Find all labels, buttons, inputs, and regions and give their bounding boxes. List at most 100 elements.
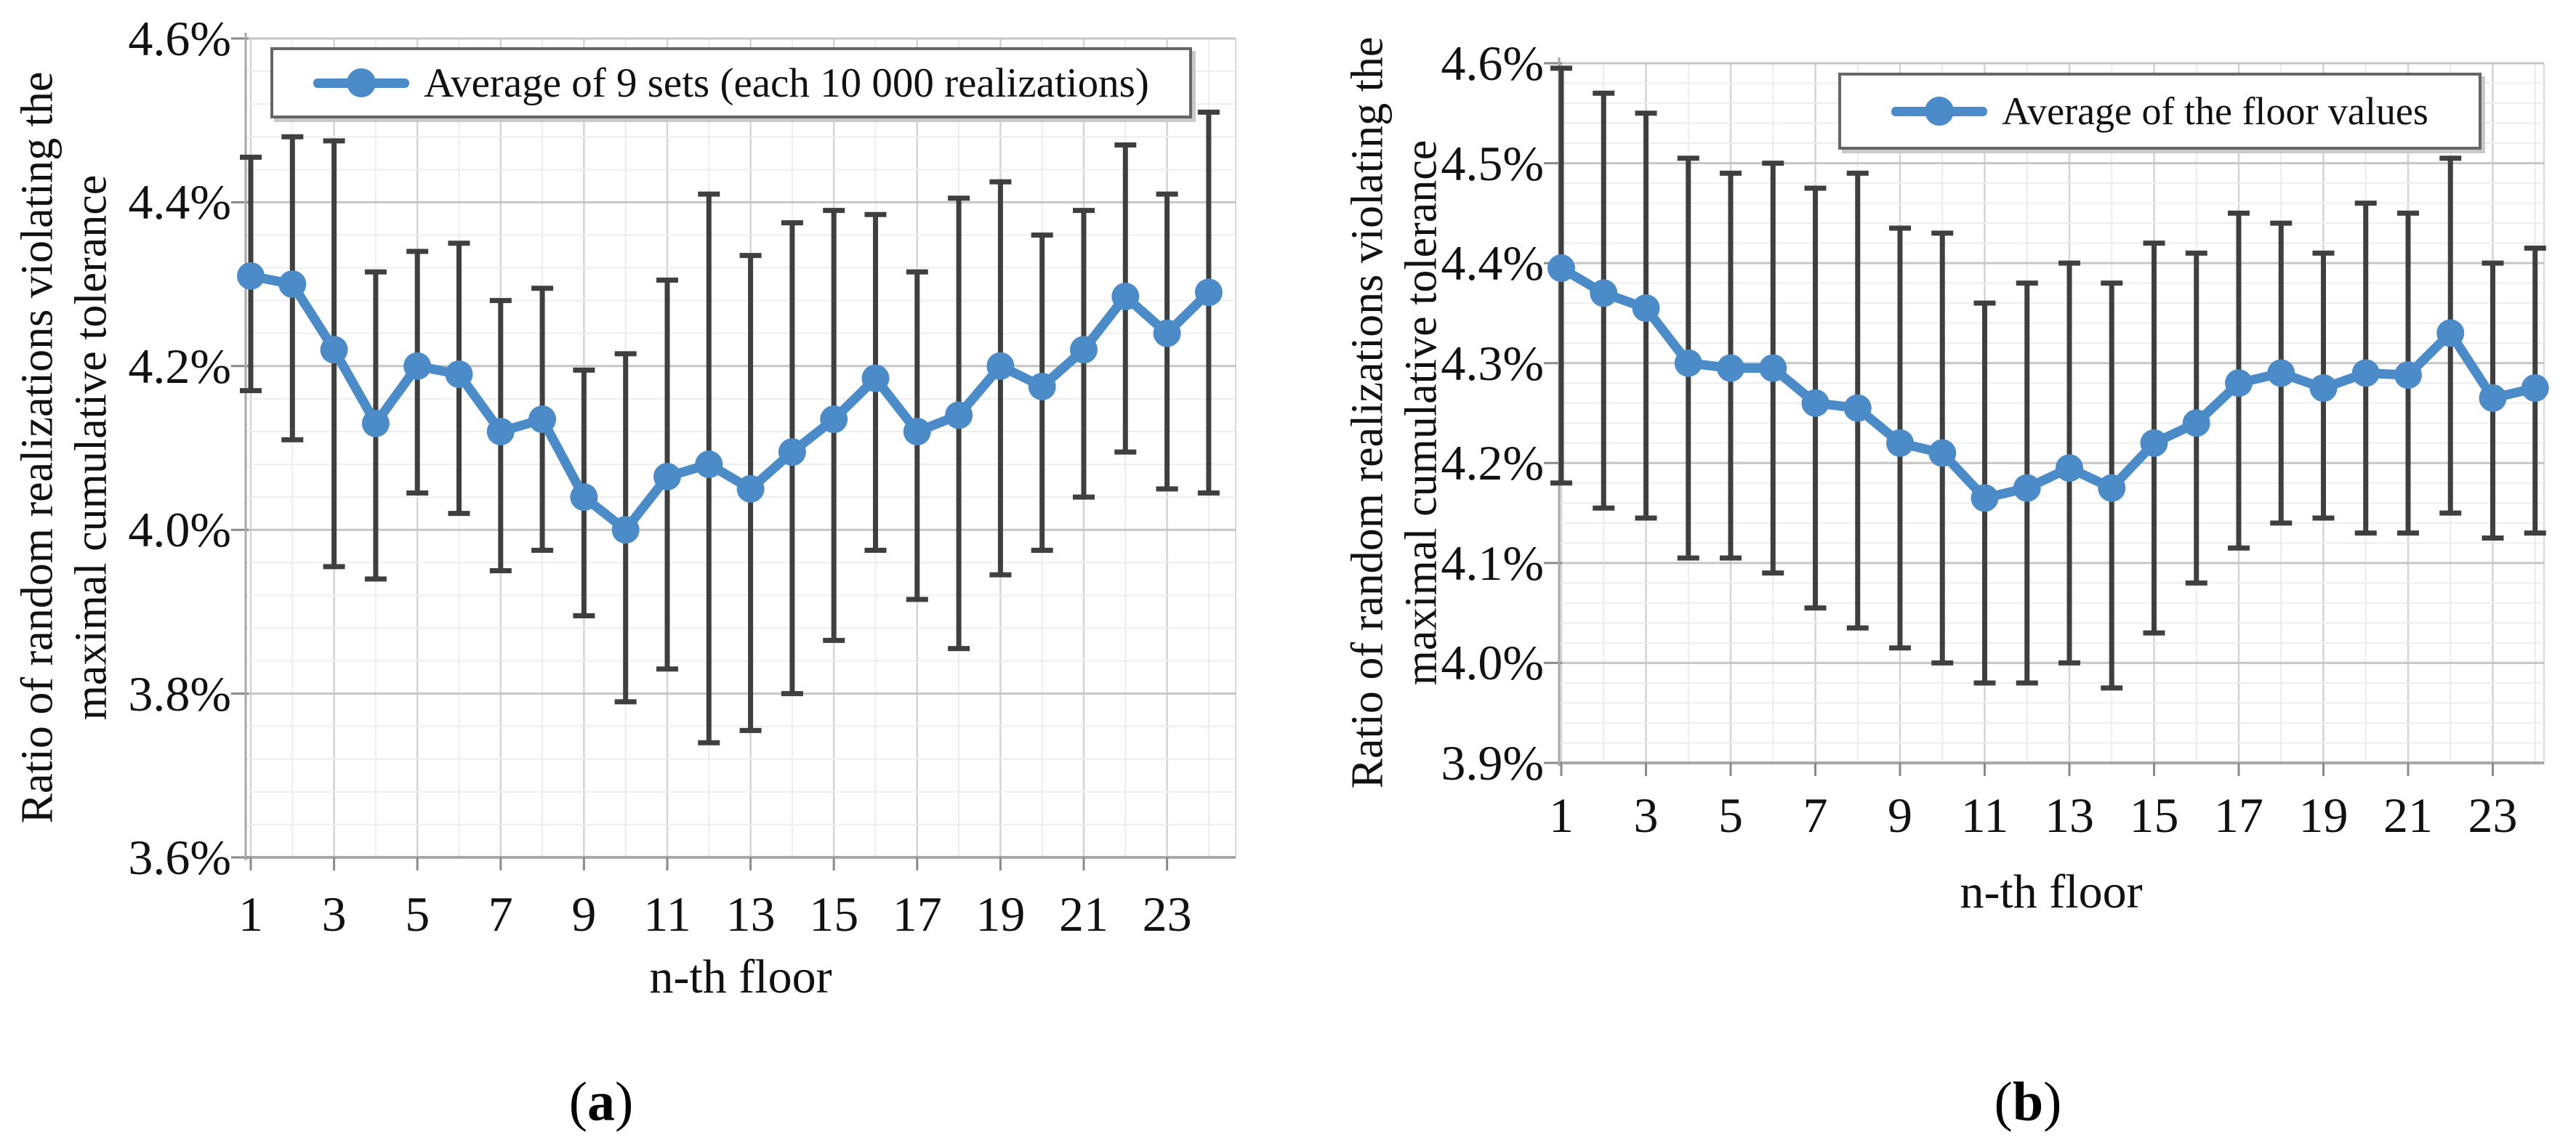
y-tick-label: 3.8% (128, 666, 231, 721)
data-point (2182, 409, 2210, 437)
data-point (695, 450, 723, 479)
data-point (486, 417, 515, 445)
data-point (653, 462, 681, 490)
y-tick-label: 4.5% (1441, 135, 1544, 191)
y-tick-label: 3.6% (128, 830, 231, 885)
data-point (2098, 474, 2126, 502)
y-tick-label: 4.1% (1441, 535, 1544, 591)
x-tick-label: 11 (1960, 788, 2009, 843)
y-tick-label: 4.2% (1441, 435, 1544, 491)
data-point (237, 262, 265, 290)
y-tick-label: 4.6% (128, 11, 231, 66)
y-tick-label: 4.4% (128, 174, 231, 230)
data-point (736, 474, 765, 503)
data-point (1590, 279, 1618, 307)
y-tick-label: 4.2% (128, 338, 231, 394)
x-tick-label: 15 (2129, 788, 2179, 843)
x-tick-label: 21 (1059, 886, 1108, 942)
x-tick-label: 17 (2214, 788, 2263, 843)
x-tick-label: 5 (1718, 788, 1743, 843)
data-point (2351, 359, 2380, 387)
data-point (2056, 454, 2083, 482)
y-tick-label: 4.3% (1441, 335, 1544, 391)
data-point (2140, 429, 2168, 457)
x-axis-title-a: n-th floor (649, 950, 832, 1003)
x-tick-label: 3 (1633, 788, 1659, 843)
x-tick-label: 15 (809, 886, 859, 942)
data-point (611, 516, 640, 544)
legend-marker-dot-icon (347, 68, 377, 97)
data-point (903, 417, 931, 445)
x-tick-label: 19 (2298, 788, 2348, 843)
legend-label-b: Average of the floor values (2002, 89, 2428, 133)
x-tick-label: 9 (571, 886, 597, 942)
y-tick-label: 4.4% (1441, 235, 1544, 291)
y-tick-label: 3.9% (1441, 735, 1544, 791)
x-tick-label: 7 (488, 886, 513, 942)
data-point (820, 405, 848, 434)
data-point (361, 409, 390, 437)
data-point (2267, 359, 2295, 387)
legend-marker-dot-icon (1925, 97, 1955, 126)
x-tick-label: 23 (2468, 788, 2518, 843)
data-point (1153, 319, 1181, 347)
x-tick-label: 13 (2045, 788, 2094, 843)
x-tick-label: 5 (405, 886, 430, 942)
x-tick-label: 3 (321, 886, 347, 942)
x-tick-label: 1 (1549, 788, 1574, 843)
data-point (1928, 439, 1957, 467)
data-point (1674, 349, 1702, 377)
x-tick-label: 9 (1888, 788, 1912, 843)
x-tick-label: 11 (643, 886, 691, 942)
x-tick-label: 19 (975, 886, 1026, 942)
x-tick-label: 23 (1142, 886, 1192, 942)
data-point (1717, 354, 1744, 382)
y-tick-label: 4.0% (128, 502, 231, 558)
data-point (1971, 484, 1999, 512)
x-tick-label: 1 (238, 886, 263, 942)
data-point (778, 438, 806, 466)
legend-a: Average of 9 sets (each 10 000 realizati… (270, 47, 1192, 118)
legend-b: Average of the floor values (1838, 73, 2482, 150)
data-point (528, 405, 557, 434)
data-point (2309, 374, 2338, 403)
data-point (1759, 354, 1787, 382)
data-point (278, 270, 307, 299)
y-tick-label: 4.0% (1441, 635, 1544, 691)
series-line (246, 271, 1214, 535)
data-point (445, 360, 473, 389)
data-point (1028, 372, 1056, 400)
legend-line-marker-icon (313, 67, 410, 99)
x-tick-label: 17 (892, 886, 942, 942)
data-point (1632, 294, 1660, 323)
caption-a: (a) (568, 1071, 634, 1133)
data-point (1801, 389, 1830, 417)
caption-b: (b) (1994, 1071, 2062, 1133)
y-axis-title-a-line2: maximal cumulative tolerance (66, 174, 116, 721)
data-point (1111, 283, 1140, 311)
data-point (1886, 429, 1914, 457)
data-point (2394, 361, 2422, 389)
data-point (320, 336, 348, 364)
x-tick-label: 21 (2383, 788, 2433, 843)
x-axis-title-b: n-th floor (1960, 865, 2143, 918)
y-axis-title-b-line2: maximal cumulative tolerance (1396, 140, 1446, 686)
data-point (1070, 336, 1098, 364)
data-point (2521, 374, 2549, 403)
data-point (945, 401, 973, 429)
data-point (2479, 384, 2507, 412)
data-point (1194, 278, 1223, 307)
x-tick-label: 7 (1803, 788, 1828, 843)
data-point (2225, 369, 2253, 397)
legend-line-marker-icon (1891, 95, 1988, 127)
y-tick-label: 4.6% (1441, 36, 1544, 91)
data-point (861, 364, 890, 392)
data-point (403, 352, 432, 380)
data-point (1547, 254, 1575, 283)
data-point (2436, 319, 2465, 347)
x-tick-label: 13 (725, 886, 776, 942)
data-point (986, 352, 1015, 380)
data-point (1843, 394, 1872, 422)
